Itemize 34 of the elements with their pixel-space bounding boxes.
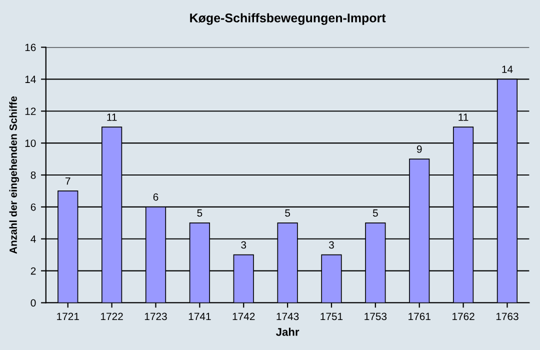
data-label: 3 <box>241 241 246 249</box>
y-tick-label: 4 <box>30 235 36 243</box>
data-label: 7 <box>66 177 70 185</box>
data-label: 6 <box>153 193 158 201</box>
data-label: 11 <box>458 114 468 121</box>
y-tick-label: 12 <box>25 108 36 115</box>
x-tick-label: 1762 <box>452 312 474 320</box>
x-tick-label: 1722 <box>101 312 123 320</box>
y-tick-label: 14 <box>25 76 36 83</box>
x-tick-label: 1751 <box>320 312 343 320</box>
data-label: 9 <box>416 145 422 153</box>
data-label: 5 <box>197 209 202 217</box>
chart-title: Køge-Schiffsbewegungen-Import <box>190 13 386 25</box>
x-tick-label: 1741 <box>188 312 211 320</box>
data-label: 3 <box>328 241 334 249</box>
y-tick-label: 6 <box>30 203 36 211</box>
y-tick-label: 2 <box>30 267 36 275</box>
data-label: 5 <box>285 209 290 217</box>
data-label: 11 <box>107 114 117 121</box>
x-tick-label: 1763 <box>496 312 518 320</box>
y-tick-label: 8 <box>30 172 36 179</box>
data-label: 14 <box>502 66 513 73</box>
y-axis-title: Anzahl der eingehenden Schiffe <box>9 96 20 254</box>
x-tick-label: 1723 <box>144 312 167 320</box>
y-tick-label: 10 <box>25 140 36 147</box>
x-tick-label: 1721 <box>57 312 79 320</box>
y-tick-label: 16 <box>25 44 36 52</box>
x-tick-label: 1743 <box>276 312 299 320</box>
x-tick-label: 1753 <box>364 312 387 320</box>
data-label: 5 <box>372 209 378 217</box>
y-tick-label: 0 <box>30 299 36 307</box>
x-tick-label: 1761 <box>408 312 430 320</box>
x-axis-title: Jahr <box>276 328 300 336</box>
x-tick-label: 1742 <box>232 312 255 320</box>
